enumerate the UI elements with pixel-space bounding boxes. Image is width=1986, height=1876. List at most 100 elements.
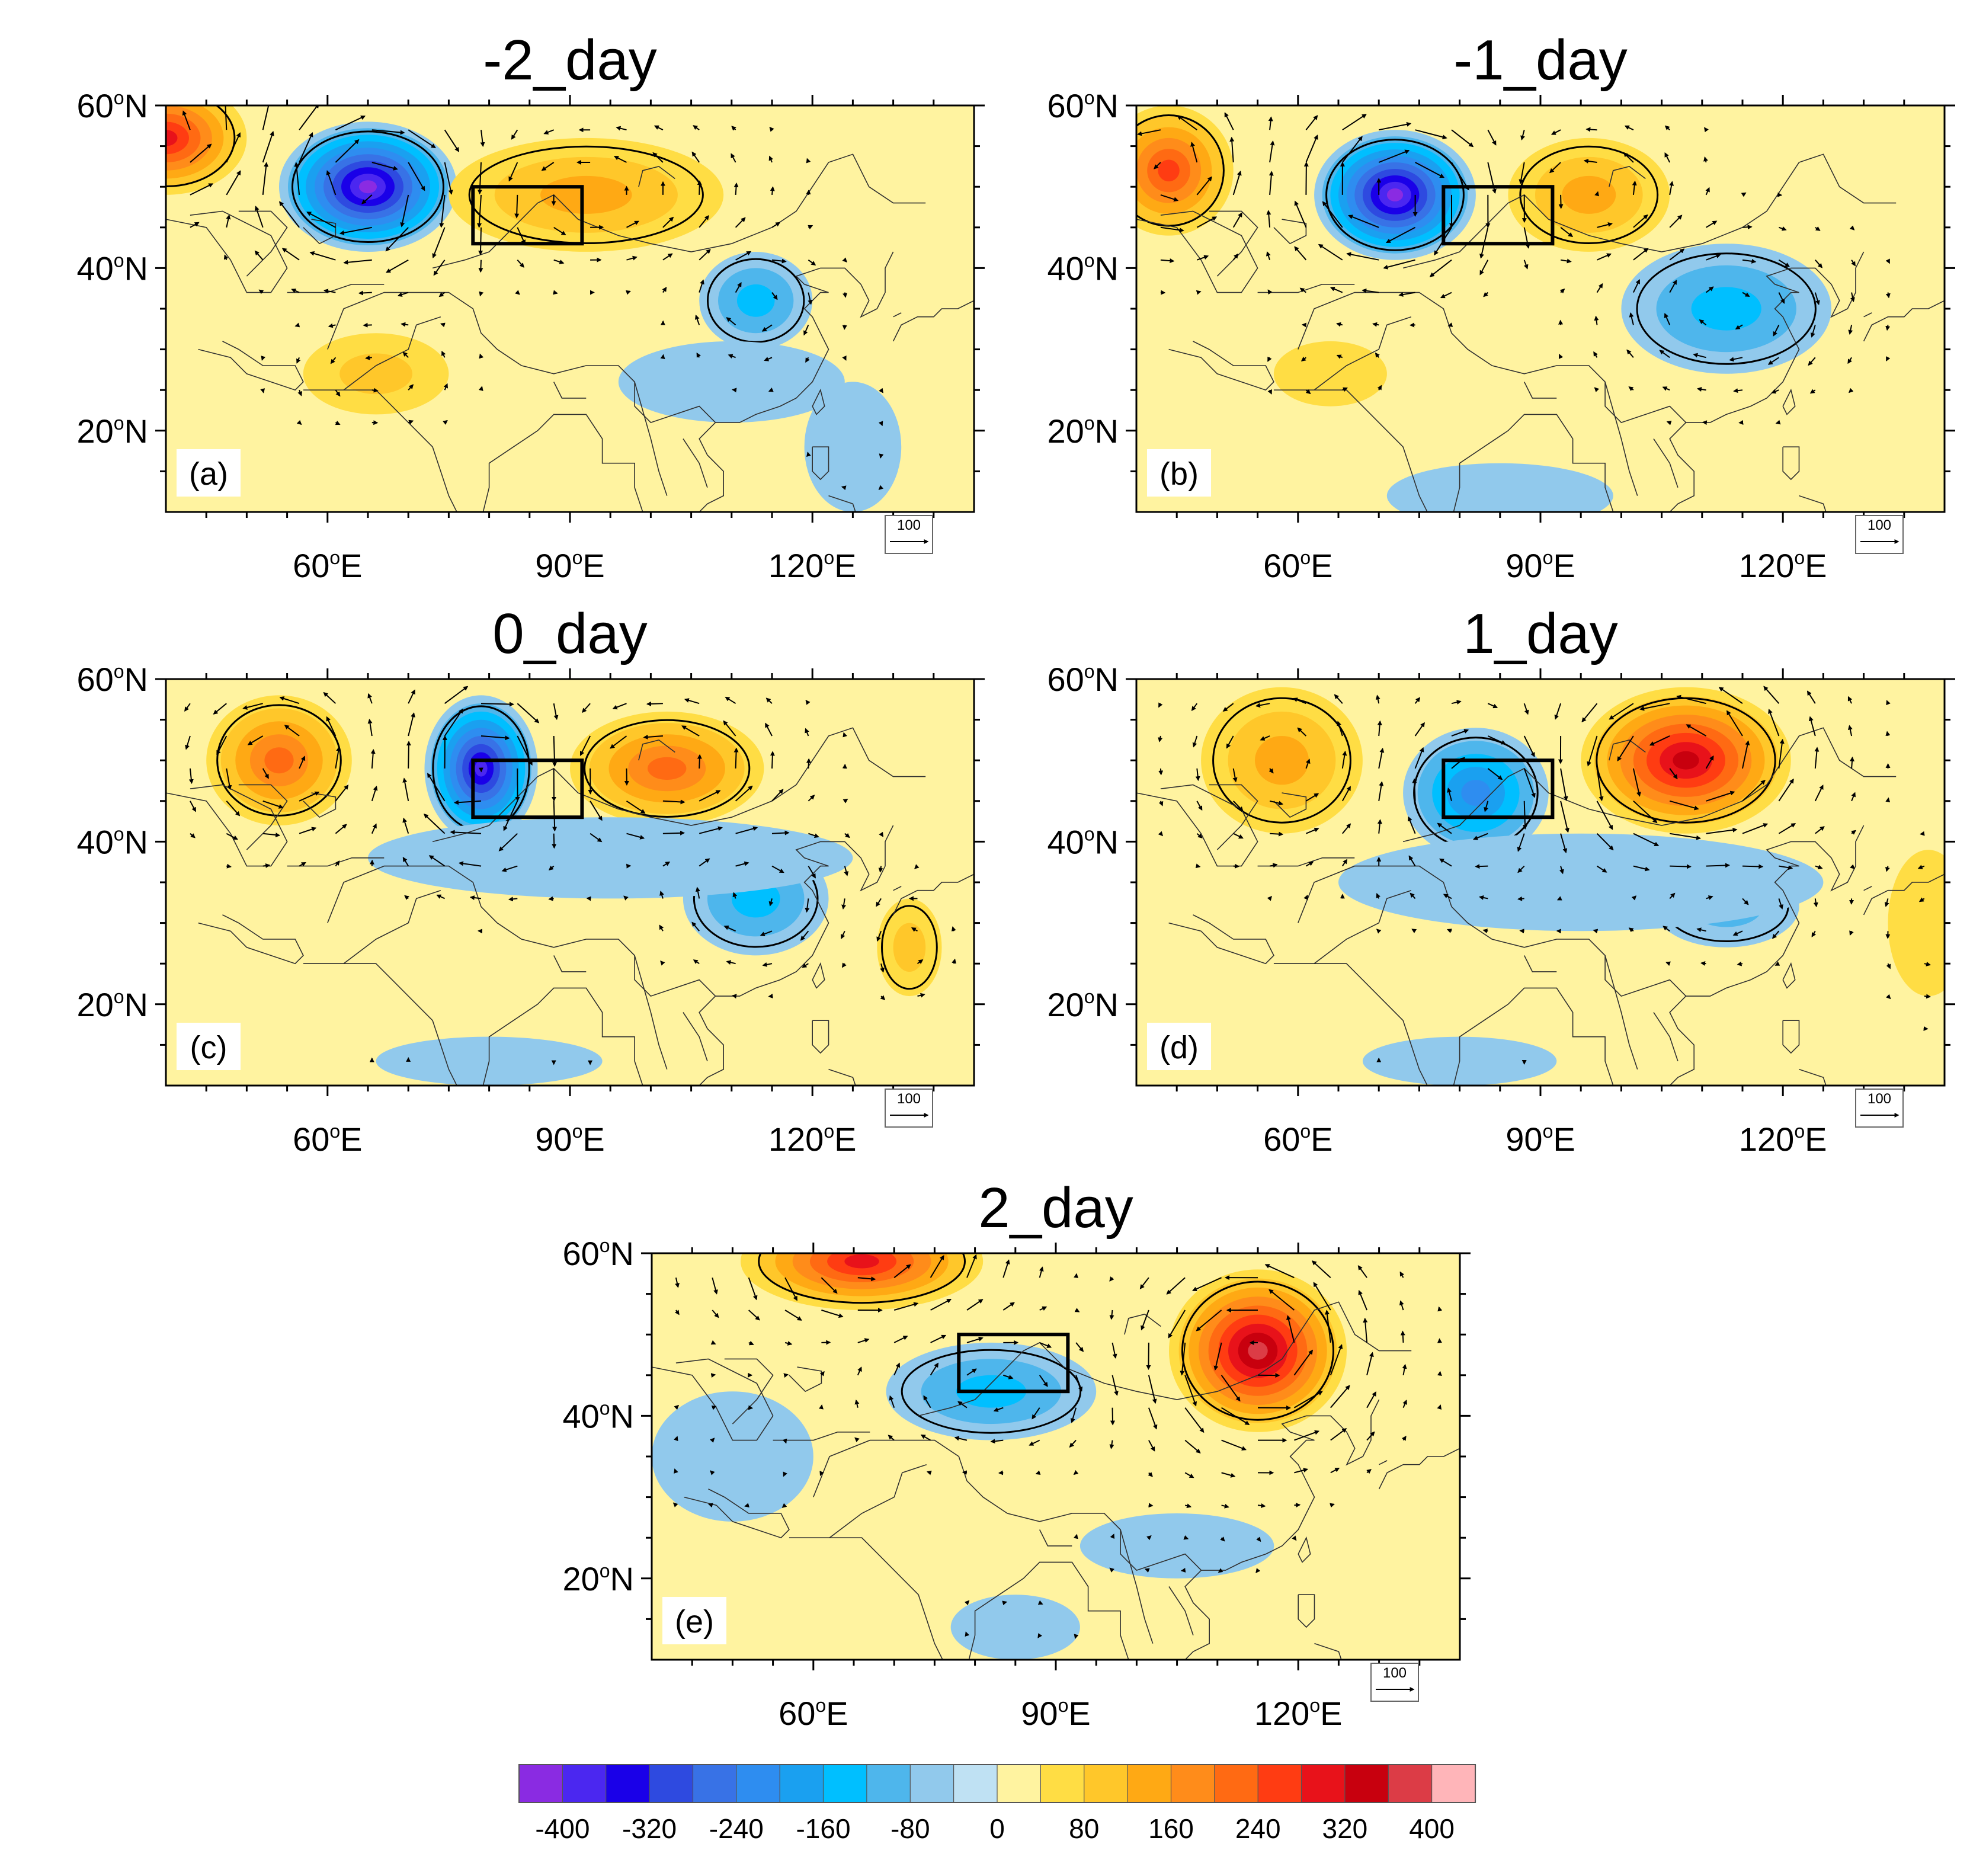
wind-vector	[784, 1310, 802, 1321]
x-tick-label: 60oE	[779, 1695, 848, 1732]
wind-vector	[857, 1338, 870, 1343]
anomaly-center-b-3	[1621, 244, 1831, 374]
x-tick-label-degree: o	[572, 1121, 583, 1142]
wind-vector	[911, 927, 918, 932]
wind-vector	[930, 1334, 947, 1343]
wind-vector	[1348, 215, 1379, 228]
wind-vector	[1779, 865, 1793, 870]
wind-vector	[659, 924, 664, 931]
wind-vector	[735, 826, 758, 834]
coastlines-d	[1136, 727, 1945, 1086]
target-region-box	[1442, 758, 1555, 819]
coastline	[1604, 955, 1638, 1070]
wind-vector	[1221, 1439, 1247, 1451]
wind-vector	[699, 279, 704, 293]
wind-vector	[226, 863, 232, 869]
wind-vector	[1260, 735, 1270, 741]
y-tick-label-suffix: N	[1095, 823, 1119, 860]
wind-vector	[1158, 831, 1164, 837]
wind-vector	[1190, 142, 1198, 163]
y-tick-label-suffix: N	[124, 823, 148, 860]
y-tick-label: 20oN	[76, 412, 148, 450]
x-tick-label-num: 90	[1505, 547, 1542, 584]
wind-vector	[548, 865, 555, 871]
wind-vector	[1779, 226, 1787, 231]
reference-vector-box	[885, 515, 933, 554]
panels-layer: (a)60oE 90oE 120oE60oN40oN20oN100-2_day(b)…	[76, 28, 1955, 1732]
anomaly-center-c-2	[570, 711, 764, 825]
wind-vector	[335, 860, 340, 867]
wind-vector	[662, 286, 667, 293]
coastline	[684, 1488, 790, 1539]
coastline	[303, 389, 643, 512]
wind-vector	[808, 259, 816, 266]
wind-vector	[1706, 895, 1713, 900]
wind-vector	[1559, 866, 1564, 875]
wind-vector	[769, 126, 774, 132]
coastline	[918, 1301, 1412, 1417]
wind-vector	[1111, 1375, 1119, 1396]
y-tick-label: 40oN	[1047, 249, 1119, 287]
wind-vector	[821, 1340, 831, 1345]
x-tick-label-num: 120	[1254, 1695, 1309, 1732]
y-tick-label-suffix: N	[124, 986, 148, 1023]
wind-vector	[1848, 325, 1853, 335]
wind-vector	[1704, 127, 1709, 133]
wind-vector	[1039, 1306, 1048, 1311]
wind-vector	[1408, 816, 1416, 834]
x-tick-label-suffix: E	[1320, 1695, 1342, 1732]
wind-vector	[1311, 1260, 1331, 1278]
wind-vector	[1232, 801, 1244, 812]
wind-vector	[1137, 129, 1161, 136]
coastline	[1273, 219, 1307, 245]
anomaly-field-c	[166, 679, 974, 1086]
wind-vector	[1623, 152, 1634, 163]
x-tick-label-num: 120	[768, 1121, 824, 1158]
wind-vector	[1232, 212, 1242, 228]
wind-vector	[917, 959, 924, 965]
coastline	[327, 292, 716, 424]
wind-vector	[1886, 994, 1891, 1000]
wind-vector	[402, 351, 409, 358]
wind-vector	[216, 735, 228, 755]
wind-vector	[998, 1470, 1004, 1475]
wind-vector	[335, 389, 341, 397]
wind-vector	[1487, 129, 1497, 146]
wind-vector	[498, 833, 518, 851]
wind-vector	[330, 357, 337, 364]
wind-vector	[262, 768, 269, 779]
wind-vector	[1341, 750, 1347, 769]
wind-vector	[806, 189, 811, 195]
wind-vector	[1330, 1385, 1350, 1408]
wind-vector	[854, 1399, 860, 1408]
wind-vector	[1177, 115, 1197, 131]
coastline	[812, 962, 825, 989]
x-tick-label-degree: o	[572, 547, 583, 568]
wind-vector	[1148, 1440, 1155, 1452]
x-tick-label: 90oE	[535, 547, 604, 584]
panel-label-background	[662, 1597, 726, 1644]
wind-vector	[1669, 800, 1699, 811]
y-tick-label-degree: o	[1084, 249, 1095, 271]
y-tick-label-degree: o	[114, 823, 124, 844]
wind-vector	[1551, 129, 1561, 135]
wind-vector	[427, 773, 446, 802]
wind-vector	[1411, 929, 1417, 933]
wind-vector	[1517, 896, 1524, 901]
wind-vector	[367, 693, 373, 704]
wind-vector	[731, 153, 736, 163]
wind-vector	[553, 703, 559, 721]
anomaly-center-a-1	[279, 121, 457, 252]
wind-vector	[699, 826, 723, 834]
wind-vector	[1558, 354, 1564, 359]
axis-ticks	[641, 1243, 1471, 1670]
wind-vector	[808, 833, 819, 838]
x-tick-label-degree: o	[329, 1121, 340, 1142]
coastline	[198, 341, 304, 391]
wind-vector	[735, 282, 742, 293]
wind-vector	[428, 855, 446, 867]
wind-vector	[952, 958, 956, 964]
wind-vector	[1523, 703, 1529, 715]
wind-vector	[552, 833, 557, 849]
wind-vector	[660, 961, 665, 966]
